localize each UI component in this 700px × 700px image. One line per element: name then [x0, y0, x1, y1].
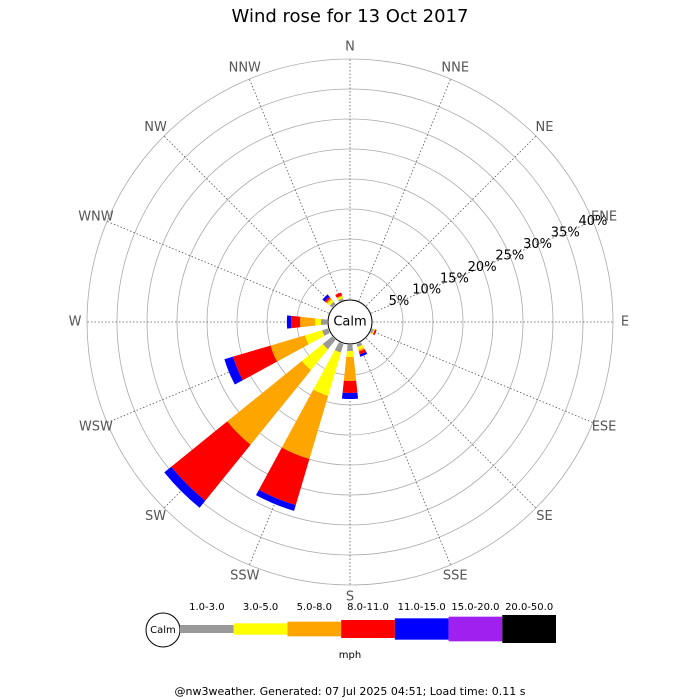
direction-label: ESE: [592, 420, 617, 435]
spoke: [106, 220, 329, 314]
legend-label: 3.0-5.0: [243, 602, 278, 613]
grid-ring: [86, 58, 614, 586]
spoke: [358, 78, 452, 301]
legend-label: 15.0-20.0: [451, 602, 499, 613]
rose-segment: [171, 421, 251, 501]
rose-segment: [301, 344, 328, 371]
rose-segment: [322, 294, 330, 302]
legend-label: 5.0-8.0: [297, 602, 332, 613]
rose-segment: [370, 328, 374, 334]
direction-label: NW: [144, 120, 167, 135]
rose-segment: [281, 389, 329, 460]
rose-segment: [322, 336, 336, 350]
rose-segment: [255, 489, 296, 511]
rose-segment: [358, 349, 367, 355]
calm-label: Calm: [333, 315, 366, 330]
rose-segment: [346, 344, 354, 351]
spoke: [365, 135, 537, 307]
rose-segment: [356, 342, 363, 347]
direction-label: W: [69, 315, 82, 330]
legend-label: 20.0-50.0: [505, 602, 553, 613]
rose-segment: [327, 299, 334, 306]
direction-label: SSW: [230, 569, 260, 584]
rose-segment: [329, 301, 336, 308]
direction-label: ENE: [591, 209, 617, 224]
r-tick-label: 20%: [468, 260, 497, 275]
rose-segment: [270, 335, 309, 362]
legend-swatch: [394, 618, 449, 640]
units-label: mph: [339, 650, 361, 661]
legend-swatch: [287, 621, 342, 637]
rose-segment: [343, 356, 357, 381]
legend-swatch: [180, 625, 234, 633]
direction-label: NNW: [229, 60, 261, 75]
rose-segment: [291, 315, 301, 329]
rose-segment: [372, 329, 377, 336]
direction-label: S: [346, 590, 354, 605]
r-tick-label: 35%: [551, 225, 580, 240]
rose-segment: [358, 347, 365, 352]
legend-calm-label: Calm: [150, 625, 176, 636]
spoke: [371, 330, 594, 424]
direction-label: WSW: [79, 420, 113, 435]
rose-segment: [371, 329, 375, 335]
legend-swatch: [448, 616, 503, 642]
direction-label: WNW: [78, 209, 114, 224]
rose-segment: [336, 295, 343, 299]
r-tick-label: 5%: [389, 294, 410, 309]
rose-segment: [334, 342, 344, 353]
direction-label: NNE: [441, 60, 469, 75]
rose-segment: [335, 292, 343, 298]
r-tick-label: 15%: [440, 271, 469, 286]
spoke: [163, 135, 335, 307]
rose-segment: [346, 350, 354, 357]
legend-label: 11.0-15.0: [398, 602, 446, 613]
rose-segment: [357, 344, 364, 350]
rose-segment: [321, 318, 328, 326]
direction-label: N: [345, 40, 355, 55]
rose-segment: [338, 298, 344, 302]
rose-segment: [315, 318, 322, 326]
legend-label: 8.0-11.0: [347, 602, 389, 613]
spoke: [358, 343, 452, 566]
rose-segment: [227, 361, 311, 445]
rose-segment: [300, 316, 316, 328]
grid-ring: [236, 208, 464, 436]
direction-label: SSE: [443, 569, 468, 584]
spoke: [248, 78, 342, 301]
r-tick-label: 25%: [495, 248, 524, 263]
rose-segment: [224, 356, 243, 385]
rose-segment: [359, 351, 368, 357]
rose-segment: [286, 315, 292, 329]
rose-segment: [304, 330, 325, 345]
r-tick-label: 10%: [412, 283, 441, 298]
rose-segment: [258, 447, 310, 506]
legend-swatch: [233, 623, 288, 635]
direction-label: NE: [535, 120, 553, 135]
spoke: [365, 337, 537, 509]
rose-segment: [324, 296, 331, 303]
direction-label: E: [621, 315, 629, 330]
rose-segment: [164, 466, 206, 508]
footer: @nw3weather. Generated: 07 Jul 2025 04:5…: [175, 685, 526, 698]
rose-segment: [233, 345, 278, 381]
rose-segment: [341, 392, 359, 399]
direction-label: SW: [145, 509, 166, 524]
rose-segment: [337, 296, 343, 301]
rose-segment: [326, 298, 332, 304]
r-tick-label: 30%: [523, 237, 552, 252]
r-tick-label: 40%: [579, 214, 608, 229]
rose-segment: [313, 350, 341, 396]
chart-title: Wind rose for 13 Oct 2017: [232, 6, 469, 27]
direction-label: SE: [536, 509, 552, 524]
rose-segment: [322, 328, 330, 336]
calm-circle: [327, 299, 373, 345]
grid-ring: [176, 148, 524, 496]
legend-swatch: [502, 615, 556, 643]
spoke: [371, 220, 594, 314]
legend-label: 1.0-3.0: [189, 602, 224, 613]
legend-swatch: [341, 620, 395, 638]
rose-segment: [342, 380, 358, 393]
